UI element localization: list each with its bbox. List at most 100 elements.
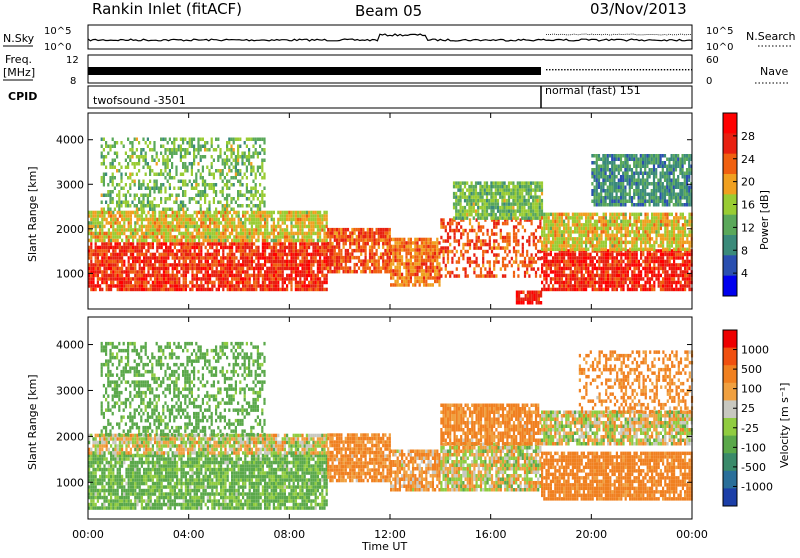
heatmap-cell — [598, 281, 600, 285]
heatmap-cell — [490, 209, 492, 213]
nave-point — [667, 69, 668, 70]
heatmap-cell — [231, 221, 233, 225]
heatmap-cell — [317, 281, 319, 285]
heatmap-cell — [110, 256, 112, 260]
heatmap-cell — [493, 195, 495, 199]
heatmap-cell — [271, 214, 273, 218]
heatmap-cell — [658, 260, 660, 264]
heatmap-cell — [515, 213, 517, 217]
heatmap-cell — [240, 221, 242, 225]
station-title: Rankin Inlet (fitACF) — [92, 0, 242, 18]
heatmap-cell — [509, 236, 511, 240]
heatmap-cell — [244, 214, 246, 218]
heatmap-cell — [224, 256, 226, 260]
heatmap-cell — [456, 250, 458, 254]
heatmap-cell — [403, 241, 405, 245]
heatmap-cell — [465, 229, 467, 233]
heatmap-cell — [169, 152, 171, 156]
heatmap-cell — [101, 253, 103, 257]
heatmap-cell — [257, 263, 259, 267]
heatmap-cell — [308, 284, 310, 288]
heatmap-cell — [106, 277, 108, 281]
heatmap-cell — [539, 188, 541, 192]
heatmap-cell — [194, 253, 196, 257]
heatmap-cell — [397, 238, 399, 242]
heatmap-cell — [521, 185, 523, 189]
heatmap-cell — [397, 280, 399, 284]
heatmap-cell — [589, 270, 591, 274]
heatmap-cell — [658, 249, 660, 253]
heatmap-cell — [423, 241, 425, 245]
heatmap-cell — [174, 267, 176, 271]
heatmap-cell — [574, 267, 576, 271]
heatmap-cell — [284, 260, 286, 264]
heatmap-cell — [118, 194, 120, 198]
heatmap-cell — [266, 228, 268, 232]
heatmap-cell — [528, 181, 530, 185]
heatmap-cell — [288, 249, 290, 253]
heatmap-cell — [680, 256, 682, 260]
heatmap-cell — [233, 141, 235, 145]
heatmap-cell — [559, 281, 561, 285]
heatmap-cell — [279, 214, 281, 218]
heatmap-cell — [299, 218, 301, 222]
heatmap-cell — [158, 225, 160, 229]
heatmap-cell — [273, 249, 275, 253]
heatmap-cell — [259, 152, 261, 156]
heatmap-cell — [416, 241, 418, 245]
heatmap-cell — [589, 281, 591, 285]
heatmap-cell — [244, 242, 246, 246]
heatmap-cell — [567, 249, 569, 253]
heatmap-cell — [290, 260, 292, 264]
heatmap-cell — [147, 249, 149, 253]
heatmap-cell — [408, 283, 410, 287]
heatmap-cell — [268, 267, 270, 271]
heatmap-cell — [408, 248, 410, 252]
heatmap-cell — [171, 141, 173, 145]
heatmap-cell — [669, 274, 671, 278]
heatmap-cell — [495, 257, 497, 261]
heatmap-cell — [222, 284, 224, 288]
heatmap-cell — [290, 239, 292, 243]
heatmap-cell — [253, 232, 255, 236]
heatmap-cell — [625, 277, 627, 281]
heatmap-cell — [240, 256, 242, 260]
heatmap-cell — [570, 267, 572, 271]
heatmap-cell — [390, 269, 392, 273]
heatmap-cell — [532, 216, 534, 220]
heatmap-cell — [658, 274, 660, 278]
heatmap-cell — [198, 232, 200, 236]
heatmap-cell — [167, 214, 169, 218]
heatmap-cell — [257, 211, 259, 215]
heatmap-cell — [482, 260, 484, 264]
heatmap-cell — [194, 218, 196, 222]
heatmap-cell — [131, 162, 133, 166]
heatmap-cell — [165, 260, 167, 264]
heatmap-cell — [414, 245, 416, 249]
heatmap-cell — [262, 246, 264, 250]
heatmap-cell — [259, 201, 261, 205]
heatmap-cell — [112, 232, 114, 236]
heatmap-cell — [194, 260, 196, 264]
heatmap-cell — [92, 221, 94, 225]
heatmap-cell — [103, 270, 105, 274]
heatmap-cell — [304, 253, 306, 257]
heatmap-cell — [618, 260, 620, 264]
heatmap-cell — [141, 225, 143, 229]
heatmap-cell — [484, 185, 486, 189]
heatmap-cell — [255, 249, 257, 253]
heatmap-cell — [627, 288, 629, 292]
heatmap-cell — [202, 288, 204, 292]
heatmap-cell — [185, 249, 187, 253]
heatmap-cell — [128, 260, 130, 264]
heatmap-cell — [362, 263, 364, 267]
heatmap-cell — [222, 225, 224, 229]
heatmap-cell — [174, 284, 176, 288]
heatmap-cell — [266, 235, 268, 239]
heatmap-cell — [545, 256, 547, 260]
heatmap-cell — [486, 192, 488, 196]
heatmap-cell — [198, 249, 200, 253]
heatmap-cell — [321, 288, 323, 292]
heatmap-cell — [231, 225, 233, 229]
heatmap-cell — [101, 246, 103, 250]
